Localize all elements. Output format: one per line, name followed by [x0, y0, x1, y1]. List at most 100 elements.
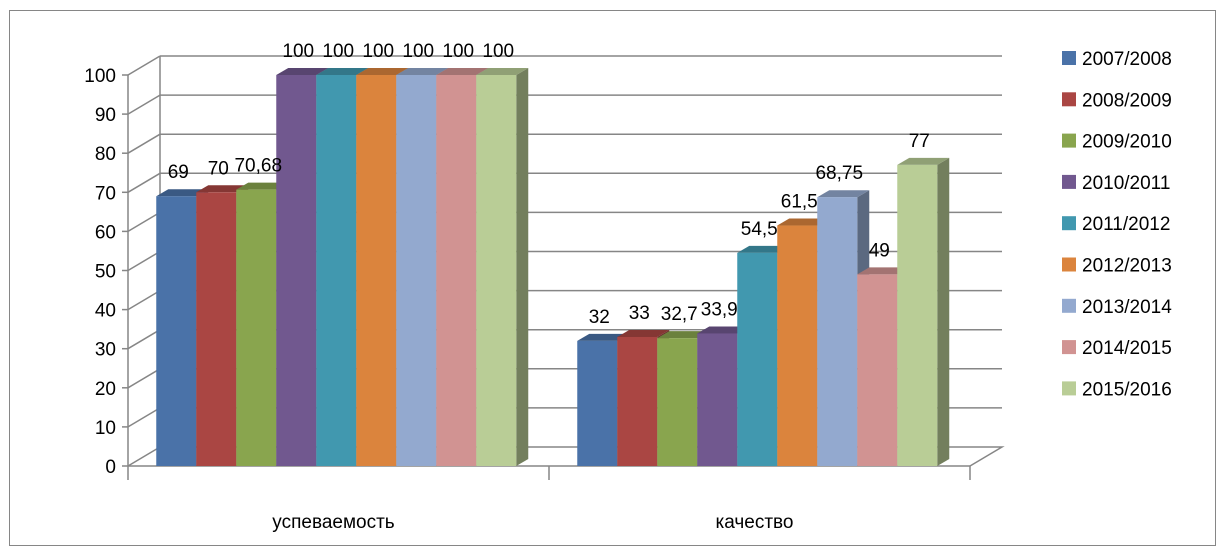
bar-front: [476, 75, 517, 466]
y-tick-label: 0: [105, 457, 116, 478]
category-label: качество: [716, 512, 794, 533]
data-label: 32: [589, 307, 610, 328]
data-label: 49: [869, 240, 890, 261]
gridline-side: [127, 94, 161, 115]
data-label: 61,5: [781, 192, 818, 213]
legend-item: 2014/2015: [1062, 338, 1172, 359]
data-label: 100: [362, 41, 394, 62]
bar-top: [476, 68, 529, 75]
y-tick-label: 40: [95, 301, 116, 322]
y-tick-label: 50: [95, 262, 116, 283]
bar-front: [897, 164, 938, 466]
bar: [897, 157, 950, 466]
legend-label: 2010/2011: [1082, 173, 1170, 194]
bar-side: [937, 157, 950, 466]
data-label: 69: [168, 162, 189, 183]
y-tick-label: 60: [95, 222, 116, 243]
bar-front: [356, 75, 397, 466]
data-label: 100: [482, 41, 514, 62]
legend-swatch: [1062, 298, 1076, 313]
bar-top: [737, 245, 790, 253]
legend-swatch: [1062, 174, 1076, 189]
y-tick-label: 100: [84, 66, 116, 87]
bar-top: [617, 329, 670, 337]
bar-top: [436, 68, 489, 75]
legend-label: 2011/2012: [1082, 214, 1170, 235]
legend-label: 2007/2008: [1082, 49, 1172, 70]
bar-front: [236, 189, 277, 466]
bar-top: [857, 267, 910, 275]
bar-top: [276, 68, 329, 75]
data-label: 68,75: [815, 163, 863, 184]
bar-top: [236, 182, 289, 190]
legend-item: 2008/2009: [1062, 90, 1172, 111]
bar-front: [196, 192, 237, 467]
legend-label: 2012/2013: [1082, 256, 1172, 277]
data-label: 33,9: [701, 299, 738, 320]
legend-item: 2011/2012: [1062, 214, 1170, 235]
gridline-side: [127, 407, 161, 428]
legend-item: 2007/2008: [1062, 49, 1172, 70]
bar-front: [436, 75, 477, 466]
data-label: 70,68: [234, 156, 282, 177]
bar-front: [316, 75, 357, 466]
bar-front: [777, 225, 818, 466]
data-label: 100: [402, 41, 434, 62]
data-label: 32,7: [661, 304, 698, 325]
legend-label: 2009/2010: [1082, 132, 1172, 153]
bar-top: [196, 185, 249, 193]
bar: [476, 68, 529, 466]
bars: [156, 68, 950, 467]
bar-side: [516, 68, 529, 466]
gridline-side: [127, 55, 161, 76]
bar-top: [356, 68, 409, 75]
legend: 2007/2008 2008/2009 2009/2010 2010/2011 2011…: [1062, 49, 1172, 400]
legend-swatch: [1062, 340, 1076, 355]
y-tick-label: 90: [95, 105, 116, 126]
data-label: 33: [629, 303, 650, 324]
bar-top: [577, 333, 630, 341]
bar-front: [396, 75, 437, 466]
data-label: 77: [909, 131, 930, 152]
y-axis-ticks: 0 10 20 30 40 50 60 70 80 90 100: [84, 66, 128, 478]
bar-front: [737, 252, 778, 466]
bar-front: [276, 75, 317, 466]
legend-item: 2012/2013: [1062, 256, 1172, 277]
data-label: 100: [282, 41, 314, 62]
gridline-side: [127, 329, 161, 350]
category-labels: успеваемость качество: [272, 512, 793, 533]
data-label: 70: [208, 158, 229, 179]
legend-label: 2015/2016: [1082, 379, 1172, 400]
bar-top: [657, 331, 710, 339]
bar-front: [857, 274, 898, 466]
legend-label: 2013/2014: [1082, 297, 1172, 318]
bar-front: [697, 333, 738, 466]
y-tick-label: 80: [95, 144, 116, 165]
bar-top: [396, 68, 449, 75]
gridline-side: [127, 133, 161, 154]
bar-front: [817, 197, 858, 466]
bar-front: [657, 338, 698, 466]
bar-front: [156, 196, 197, 466]
legend-swatch: [1062, 257, 1076, 272]
legend-item: 2015/2016: [1062, 379, 1172, 400]
legend-swatch: [1062, 381, 1076, 396]
bar-front: [577, 340, 618, 466]
data-label: 54,5: [741, 219, 778, 240]
bar-top: [697, 326, 750, 334]
bar-top: [316, 68, 369, 75]
legend-label: 2014/2015: [1082, 338, 1172, 359]
data-label: 100: [322, 41, 354, 62]
legend-label: 2008/2009: [1082, 90, 1172, 111]
bar-top: [777, 218, 830, 226]
y-tick-label: 70: [95, 183, 116, 204]
data-labels: 69 70 70,68 100 100 100 100 100 100 32 33 32,7 33,9 5…: [168, 41, 930, 328]
y-tick-label: 30: [95, 340, 116, 361]
y-tick-label: 20: [95, 379, 116, 400]
legend-item: 2010/2011: [1062, 173, 1170, 194]
gridline-side: [127, 250, 161, 272]
category-label: успеваемость: [272, 512, 394, 533]
bar-front: [617, 336, 658, 466]
legend-swatch: [1062, 216, 1076, 231]
